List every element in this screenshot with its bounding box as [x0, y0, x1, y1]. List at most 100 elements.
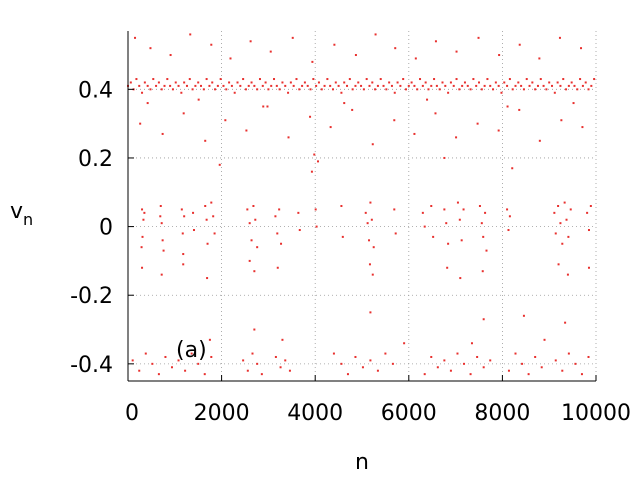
data-point — [343, 81, 346, 84]
data-point — [475, 84, 478, 87]
data-point — [419, 78, 422, 81]
y-tick-label: -0.2 — [70, 284, 113, 309]
data-point — [206, 277, 209, 280]
data-point — [211, 81, 214, 84]
data-point — [376, 369, 379, 372]
data-point — [446, 266, 449, 269]
data-point — [476, 122, 479, 125]
y-axis-label: vn — [10, 199, 33, 229]
x-tick-label: 0 — [125, 401, 139, 426]
data-point — [447, 242, 450, 245]
data-point — [514, 352, 517, 355]
data-point — [518, 43, 521, 46]
data-point — [340, 91, 343, 94]
data-point — [394, 47, 397, 50]
data-point — [161, 132, 164, 135]
data-point — [369, 311, 372, 314]
data-point — [482, 366, 485, 369]
data-point — [202, 88, 205, 91]
data-point — [348, 78, 351, 81]
data-point — [570, 81, 573, 84]
data-point — [368, 84, 371, 87]
data-point — [244, 88, 247, 91]
data-point — [279, 366, 282, 369]
data-point — [542, 84, 545, 87]
data-point — [281, 81, 284, 84]
data-point — [256, 246, 259, 249]
data-point — [567, 352, 570, 355]
data-point — [190, 352, 193, 355]
data-point — [332, 352, 335, 355]
data-point — [368, 263, 371, 266]
data-point — [250, 81, 253, 84]
data-point — [180, 91, 183, 94]
data-point — [503, 81, 506, 84]
data-point — [306, 84, 309, 87]
data-point — [391, 362, 394, 365]
data-point — [469, 88, 472, 91]
data-point — [393, 119, 396, 122]
data-point — [256, 88, 259, 91]
data-point — [354, 54, 357, 57]
data-point — [432, 235, 435, 238]
data-point — [264, 81, 267, 84]
data-point — [246, 208, 249, 211]
data-point — [463, 81, 466, 84]
data-point — [461, 84, 464, 87]
data-point — [230, 84, 233, 87]
data-point — [593, 78, 596, 81]
data-point — [545, 88, 548, 91]
x-tick-label: 4000 — [287, 401, 343, 426]
data-point — [581, 84, 584, 87]
data-point — [204, 205, 207, 207]
data-point — [159, 205, 162, 207]
data-point — [233, 91, 236, 94]
data-point — [183, 215, 186, 218]
data-point — [534, 88, 537, 91]
data-point — [584, 81, 587, 84]
data-point — [329, 126, 332, 129]
data-point — [298, 88, 301, 91]
data-point — [506, 208, 509, 211]
data-point — [143, 81, 146, 84]
data-point — [407, 84, 410, 87]
data-point — [554, 232, 557, 235]
data-point — [561, 369, 564, 372]
data-point — [421, 84, 424, 87]
data-point — [456, 201, 459, 204]
data-point — [587, 88, 590, 91]
data-point — [449, 369, 452, 372]
data-point — [492, 88, 495, 91]
data-point — [164, 355, 167, 358]
data-point — [517, 81, 520, 84]
data-point — [580, 373, 583, 376]
x-tick-labels: 0 2000 4000 6000 8000 10000 — [125, 375, 631, 426]
data-point — [559, 84, 562, 87]
data-point — [522, 88, 525, 91]
data-point — [309, 115, 312, 118]
data-point — [538, 57, 541, 60]
data-point — [480, 222, 483, 225]
data-point — [239, 84, 242, 87]
data-point — [531, 81, 534, 84]
data-point — [219, 78, 222, 81]
data-point — [469, 373, 472, 376]
data-point — [455, 50, 458, 53]
data-point — [482, 235, 485, 238]
data-point — [435, 84, 438, 87]
data-point — [536, 84, 539, 87]
data-point — [162, 249, 165, 252]
data-point — [433, 78, 436, 81]
data-point — [218, 163, 221, 166]
data-point — [385, 88, 388, 91]
data-point — [333, 43, 336, 46]
data-point — [500, 91, 503, 94]
data-point — [212, 215, 215, 218]
data-point — [494, 81, 497, 84]
data-point — [366, 222, 369, 225]
data-point — [166, 78, 169, 81]
data-point — [538, 139, 541, 142]
data-point — [174, 81, 177, 84]
data-point — [371, 81, 374, 84]
data-point — [416, 88, 419, 91]
